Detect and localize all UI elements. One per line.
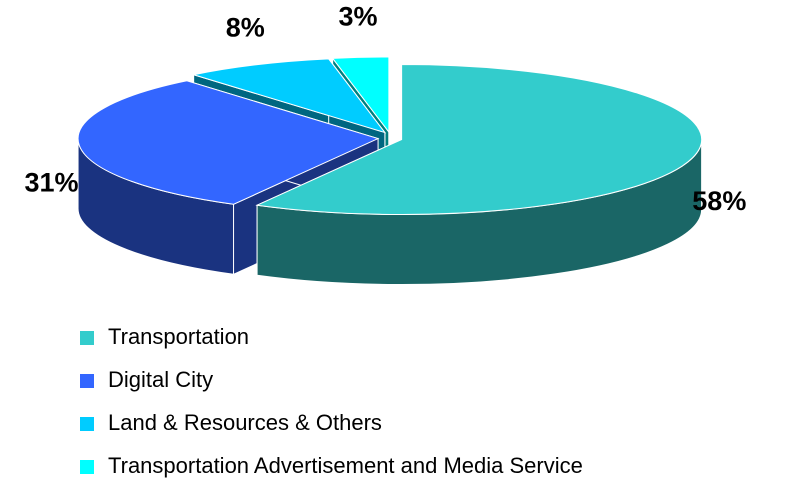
data-label: 58%: [692, 186, 746, 216]
slice: [255, 63, 703, 215]
legend-swatch: [80, 374, 94, 388]
data-label: 31%: [24, 167, 78, 197]
data-label: 8%: [226, 13, 265, 43]
legend-label: Digital City: [108, 367, 213, 392]
legend-swatch: [80, 331, 94, 345]
legend-label: Land & Resources & Others: [108, 410, 382, 435]
legend-swatch: [80, 417, 94, 431]
legend-label: Transportation Advertisement and Media S…: [108, 453, 583, 478]
data-label: 3%: [338, 2, 377, 32]
legend-label: Transportation: [108, 324, 249, 349]
legend-swatch: [80, 460, 94, 474]
slice: [77, 80, 380, 205]
slice: [193, 58, 387, 134]
slice: [331, 56, 390, 134]
